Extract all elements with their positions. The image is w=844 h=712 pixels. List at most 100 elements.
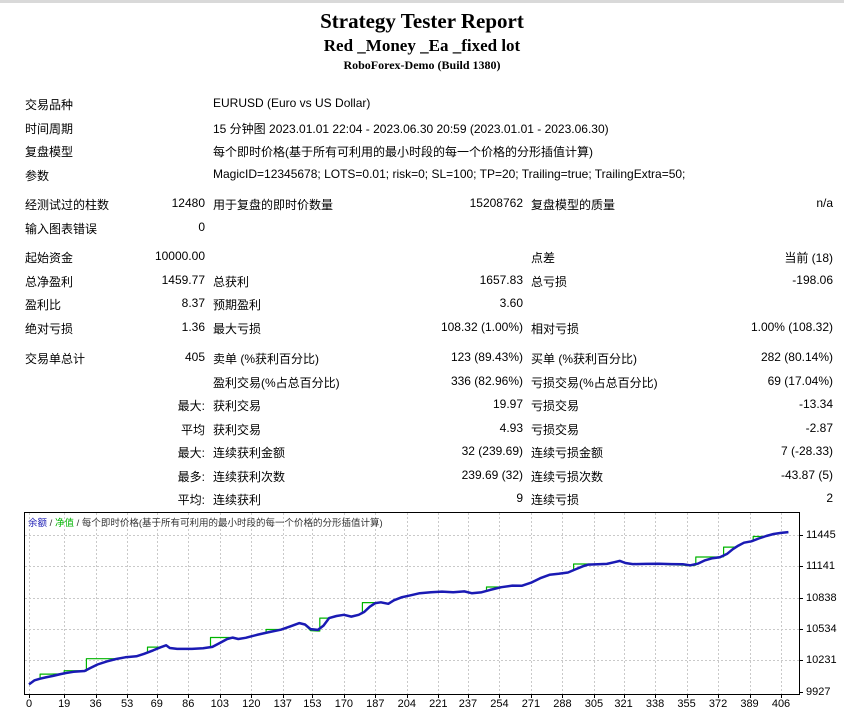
x-axis-label: 103 <box>210 697 229 710</box>
x-axis-label: 254 <box>490 697 509 710</box>
report-value: 12480 <box>171 196 205 210</box>
x-axis-label: 288 <box>553 697 572 710</box>
report-label: 连续获利次数 <box>213 469 286 484</box>
report-value: 32 (239.69) <box>461 444 523 458</box>
report-value: MagicID=12345678; LOTS=0.01; risk=0; SL=… <box>213 166 686 181</box>
report-label: 获利交易 <box>213 399 262 413</box>
y-axis-label: 10534 <box>806 623 837 636</box>
report-label: 总净盈利 <box>25 274 74 289</box>
report-value: -2.87 <box>805 420 833 435</box>
y-axis-label: 11445 <box>806 528 836 541</box>
x-axis-label: 187 <box>366 697 385 710</box>
report-row: 起始资金 10000.00 点差 当前 (18) <box>0 246 844 270</box>
report-row: 经测试过的柱数 12480 用于复盘的即时价数量 15208762 复盘模型的质量 n/a <box>0 193 844 217</box>
report-label: 交易品种 <box>25 98 74 112</box>
report-label: 总获利 <box>213 274 250 289</box>
report-value: 2 <box>826 491 833 505</box>
report-label: 预期盈利 <box>213 298 262 312</box>
report-label: 连续获利 <box>213 493 262 507</box>
report-row: 平均: 连续获利 9 连续亏损 2 <box>0 488 844 512</box>
report-label: 盈利交易(%占总百分比) <box>213 375 340 390</box>
x-axis-label: 321 <box>614 697 633 710</box>
legend-item: 每个即时价格(基于所有可利用的最小时段的每一个价格的分形插值计算) <box>81 517 383 529</box>
report-label: 连续亏损金额 <box>531 446 604 460</box>
report-label: 复盘模型 <box>25 145 74 159</box>
x-axis-label: 36 <box>89 697 102 710</box>
report-value: 15 分钟图 2023.01.01 22:04 - 2023.06.30 20:… <box>213 121 609 136</box>
y-axis-label: 10231 <box>806 654 837 667</box>
report-value: 0 <box>198 219 205 234</box>
report-row: 最多: 连续获利次数 239.69 (32) 连续亏损次数 -43.87 (5) <box>0 465 844 489</box>
report-row: 最大: 获利交易 19.97 亏损交易 -13.34 <box>0 394 844 418</box>
server-build: RoboForex-Demo (Build 1380) <box>343 58 501 72</box>
report-label: 卖单 (%获利百分比) <box>213 352 319 366</box>
report-value: 123 (89.43%) <box>450 350 523 364</box>
report-value: 9 <box>516 491 523 505</box>
report-row: 时间周期 15 分钟图 2023.01.01 22:04 - 2023.06.30… <box>0 117 844 141</box>
report-value: 1657.83 <box>479 272 523 287</box>
x-axis-label: 338 <box>645 697 665 710</box>
balance-chart-canvas <box>24 511 803 698</box>
legend-separator: / <box>47 517 55 529</box>
report-label: 经测试过的柱数 <box>25 198 110 212</box>
report-label: 亏损交易 <box>531 422 580 437</box>
ea-name: Red _Money _Ea _fixed lot <box>323 36 521 55</box>
x-axis-label: 53 <box>121 697 134 710</box>
report-label: 连续亏损 <box>531 493 580 507</box>
report-value: 平均: <box>177 493 205 507</box>
x-axis-label: 120 <box>242 697 261 710</box>
report-label: 连续亏损次数 <box>531 469 604 484</box>
report-row: 绝对亏损 1.36 最大亏损 108.32 (1.00%) 相对亏损 1.00% (108… <box>0 317 844 341</box>
report-value: n/a <box>816 196 833 210</box>
report-label: 点差 <box>531 251 556 265</box>
x-axis-label: 372 <box>708 697 728 710</box>
report-row: 复盘模型 每个即时价格(基于所有可利用的最小时段的每一个价格的分形插值计算) <box>0 140 844 164</box>
report-label: 用于复盘的即时价数量 <box>213 198 334 212</box>
x-axis-label: 271 <box>521 697 541 710</box>
report-label: 复盘模型的质量 <box>531 198 616 212</box>
report-value: -13.34 <box>798 397 833 411</box>
report-row: 交易单总计 405 卖单 (%获利百分比) 123 (89.43%) 买单 (%获利百分… <box>0 347 844 371</box>
report-label: 盈利比 <box>25 298 62 312</box>
report-label: 起始资金 <box>25 251 74 265</box>
report-value: EURUSD (Euro vs US Dollar) <box>213 96 371 110</box>
report-label: 总亏损 <box>531 274 568 289</box>
report-label: 输入图表错误 <box>25 221 98 236</box>
report-value: 8.37 <box>181 296 205 310</box>
x-axis-label: 406 <box>771 697 791 710</box>
report-value: 282 (80.14%) <box>760 350 833 364</box>
legend-item: 余额 <box>28 517 48 529</box>
report-value: 239.69 (32) <box>461 467 523 482</box>
report-label: 获利交易 <box>213 422 262 437</box>
report-value: -198.06 <box>792 272 833 287</box>
report-header: Strategy Tester Report Red _Money _Ea _f… <box>0 3 844 73</box>
x-axis-label: 19 <box>58 697 71 710</box>
report-label: 最大亏损 <box>213 321 262 336</box>
chart-legend: 余额 / 净值 / 每个即时价格(基于所有可利用的最小时段的每一个价格的分形插值… <box>28 515 383 529</box>
report-table: 交易品种 EURUSD (Euro vs US Dollar) 时间周期 15 分钟图… <box>0 93 844 512</box>
legend-separator: / <box>73 517 82 529</box>
report-value: 15208762 <box>469 196 523 210</box>
report-value: 1.00% (108.32) <box>750 319 833 334</box>
report-label: 亏损交易 <box>531 399 580 413</box>
x-axis-label: 170 <box>334 697 354 710</box>
report-label: 相对亏损 <box>531 321 580 336</box>
report-label: 绝对亏损 <box>25 321 74 336</box>
report-row: 交易品种 EURUSD (Euro vs US Dollar) <box>0 93 844 117</box>
report-row: 参数 MagicID=12345678; LOTS=0.01; risk=0; S… <box>0 164 844 188</box>
series-余额 <box>28 530 789 685</box>
report-label: 亏损交易(%占总百分比) <box>531 375 658 390</box>
report-value: 当前 (18) <box>784 251 833 265</box>
x-axis-label: 237 <box>458 697 478 710</box>
report-row: 总净盈利 1459.77 总获利 1657.83 总亏损 -198.06 <box>0 270 844 294</box>
y-axis-label: 9927 <box>806 686 831 698</box>
report-label: 交易单总计 <box>25 352 86 366</box>
x-axis-label: 204 <box>397 697 417 710</box>
x-axis-label: 86 <box>182 697 195 710</box>
report-value: 336 (82.96%) <box>450 373 523 388</box>
report-value: 每个即时价格(基于所有可利用的最小时段的每一个价格的分形插值计算) <box>213 145 593 159</box>
report-value: 最大: <box>177 399 205 413</box>
balance-chart: 余额 / 净值 / 每个即时价格(基于所有可利用的最小时段的每一个价格的分形插值… <box>24 511 844 712</box>
report-value: 7 (-28.33) <box>780 444 833 458</box>
report-row: 盈利交易(%占总百分比) 336 (82.96%) 亏损交易(%占总百分比) 69 (… <box>0 371 844 395</box>
